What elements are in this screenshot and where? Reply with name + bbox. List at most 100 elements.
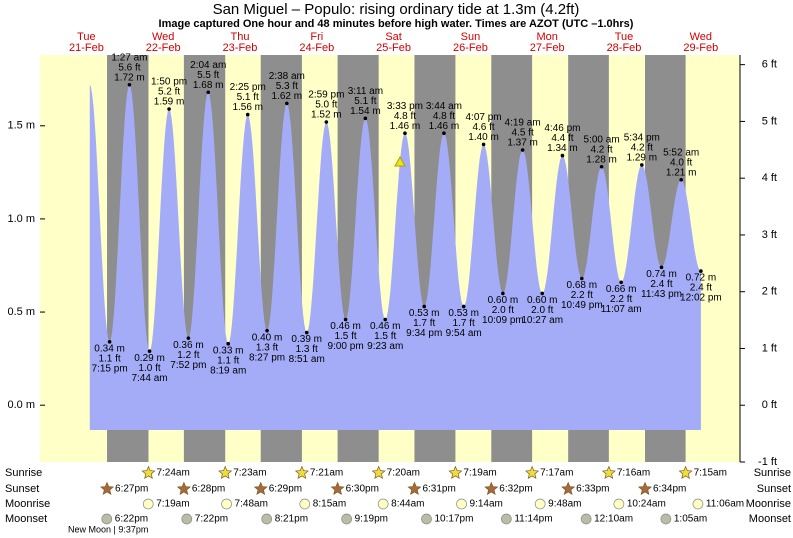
tide-label: 1.72 m <box>114 72 145 83</box>
high-tide-point <box>285 101 289 106</box>
moonset-icon <box>261 513 273 525</box>
tide-label: 1.52 m <box>311 110 342 121</box>
chart-title: San Miguel – Populo: rising ordinary tid… <box>213 1 580 18</box>
day-date: 25-Feb <box>376 42 411 54</box>
tide-label: 5.1 ft <box>354 96 376 107</box>
moonrise-icon <box>534 498 546 510</box>
day-date: 24-Feb <box>299 42 334 54</box>
tide-label: 2.2 ft <box>571 290 593 301</box>
tide-label: 4.8 ft <box>394 111 416 122</box>
tide-label: 8:19 am <box>210 365 246 376</box>
sunset-icon <box>561 481 576 496</box>
row-time: 6:32pm <box>499 484 532 495</box>
tide-label: 7:52 pm <box>170 360 206 371</box>
tide-label: 1.21 m <box>666 167 697 178</box>
tide-label: 10:49 pm <box>561 300 603 311</box>
high-tide-point <box>245 112 250 117</box>
row-time: 7:23am <box>233 468 266 479</box>
tide-label: 10:27 am <box>521 315 563 326</box>
y2-tick-label: 5 ft <box>762 115 777 127</box>
tide-label: 0.60 m <box>527 295 558 306</box>
tide-label: 5.5 ft <box>197 70 219 81</box>
moonrise-icon <box>221 498 232 510</box>
row-time: 6:27pm <box>115 484 148 495</box>
row-label-right: Sunset <box>757 483 791 495</box>
low-tide-point <box>186 336 191 340</box>
tide-label: 4.5 ft <box>511 128 533 139</box>
moon-phase: New Moon | 9:37pm <box>68 524 148 534</box>
row-time: 7:16am <box>617 468 650 479</box>
day-name: Wed <box>690 31 712 43</box>
day-name: Fri <box>310 31 323 43</box>
row-label-right: Moonrise <box>746 498 791 510</box>
high-tide-point <box>679 178 683 182</box>
tide-label: 5.0 ft <box>315 100 337 111</box>
tide-label: 1.37 m <box>507 138 538 149</box>
sunrise-icon <box>141 465 156 480</box>
tide-label: 1.2 ft <box>177 350 199 361</box>
row-time: 8:44am <box>391 499 424 510</box>
row-time: 7:15am <box>694 468 727 479</box>
tide-label: 1.34 m <box>547 143 578 154</box>
tide-label: 0.46 m <box>370 321 401 332</box>
sunset-icon <box>100 481 115 496</box>
row-time: 7:17am <box>540 468 573 479</box>
tide-label: 2.4 ft <box>690 283 712 294</box>
high-tide-point <box>363 116 368 121</box>
y-tick-label: 1.5 m <box>7 120 35 132</box>
row-time: 6:28pm <box>192 484 225 495</box>
day-date: 28-Feb <box>607 42 642 54</box>
chart-subtitle: Image captured One hour and 48 minutes b… <box>159 18 634 30</box>
tide-label: 11:43 pm <box>641 289 682 300</box>
low-tide-point <box>659 265 664 270</box>
tide-label: 5.2 ft <box>158 87 180 98</box>
day-name: Thu <box>231 31 250 43</box>
sunrise-icon <box>218 465 233 480</box>
sunset-icon <box>330 481 345 496</box>
y-tick-label: 0.0 m <box>7 399 35 411</box>
high-tide-point <box>206 90 211 95</box>
tide-label: 4.4 ft <box>551 133 573 144</box>
low-tide-point <box>461 304 466 309</box>
row-time: 6:30pm <box>346 484 379 495</box>
tide-label: 1.54 m <box>350 106 381 117</box>
row-label-left: Sunrise <box>5 467 42 479</box>
row-label-left: Moonset <box>5 513 47 525</box>
tide-label: 1.7 ft <box>413 318 435 329</box>
tide-label: 5.3 ft <box>276 81 298 92</box>
row-time: 7:19am <box>463 468 496 479</box>
tide-label: 1:50 pm <box>151 77 187 88</box>
row-time: 12:10am <box>594 514 633 525</box>
tide-label: 9:23 am <box>367 341 403 352</box>
row-time: 8:15am <box>313 499 346 510</box>
row-time: 10:24am <box>627 499 666 510</box>
tide-label: 0.53 m <box>409 308 440 319</box>
y2-tick-label: 0 ft <box>762 399 777 411</box>
tide-label: 1.59 m <box>154 97 185 108</box>
sunset-icon <box>176 481 191 496</box>
moonset-icon <box>341 513 352 525</box>
tide-label: 0.33 m <box>213 345 244 356</box>
tide-label: 1.29 m <box>627 153 658 164</box>
tide-label: 1.3 ft <box>296 344 318 355</box>
tide-label: 4.0 ft <box>670 157 692 168</box>
tide-label: 2:38 am <box>269 71 305 82</box>
y2-tick-label: 3 ft <box>762 229 777 241</box>
low-tide-point <box>107 340 112 344</box>
row-time: 9:48am <box>548 499 581 510</box>
tide-label: 5:34 pm <box>624 133 660 144</box>
row-time: 9:19pm <box>355 514 388 525</box>
row-time: 7:24am <box>156 468 189 479</box>
high-tide-point <box>520 148 525 152</box>
tide-label: 4:46 pm <box>544 123 580 134</box>
tide-label: 1.40 m <box>468 132 499 143</box>
low-tide-point <box>147 349 152 353</box>
tide-label: 0.34 m <box>94 343 125 354</box>
y-tick-label: 0.5 m <box>7 306 35 318</box>
tide-label: 5.1 ft <box>237 92 259 103</box>
tide-label: 4:19 am <box>505 118 541 129</box>
tide-label: 0.46 m <box>330 321 361 332</box>
tide-label: 1.28 m <box>586 154 617 165</box>
tide-label: 3:11 am <box>348 86 383 97</box>
moonset-icon <box>580 513 592 525</box>
